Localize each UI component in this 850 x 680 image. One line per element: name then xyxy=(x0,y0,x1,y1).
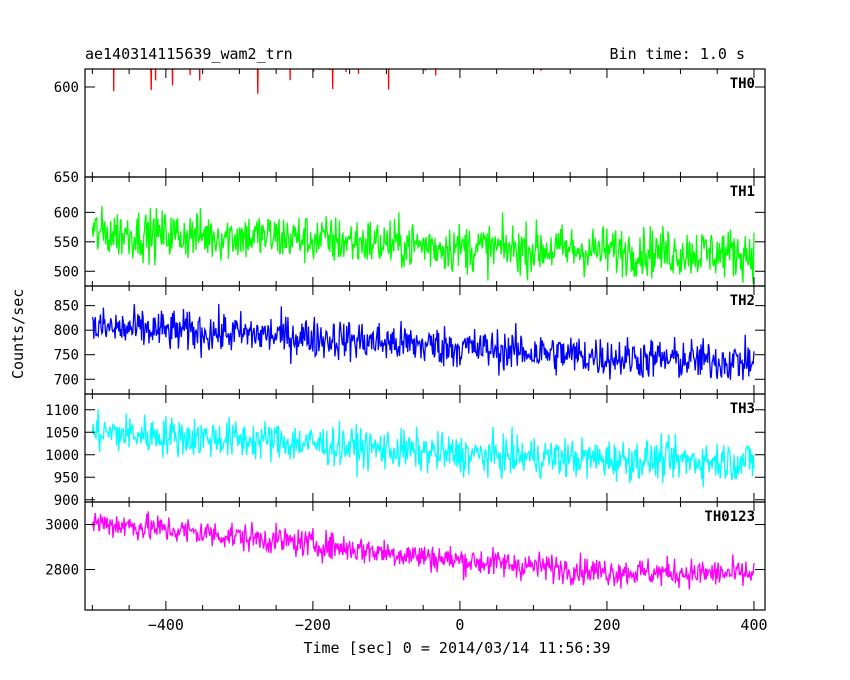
panel-label-th0: TH0 xyxy=(730,76,755,92)
series-line-th2 xyxy=(91,303,755,381)
y-axis-label: Counts/sec xyxy=(9,288,27,379)
x-tick-label: 200 xyxy=(593,616,620,634)
panel-frame-th2 xyxy=(84,285,766,395)
y-tick-label: 850 xyxy=(54,299,79,315)
y-tick-label: 750 xyxy=(54,348,79,364)
y-tick-label: 700 xyxy=(54,372,79,388)
x-axis-label: Time [sec] 0 = 2014/03/14 11:56:39 xyxy=(303,639,611,657)
panel-label-th2: TH2 xyxy=(730,293,755,309)
series-line-th1 xyxy=(91,205,755,284)
series-line-th3 xyxy=(91,409,755,488)
panel-label-th3: TH3 xyxy=(730,401,755,417)
y-tick-label: 550 xyxy=(54,235,79,251)
plot-title-left: ae140314115639_wam2_trn xyxy=(85,45,293,63)
x-tick-label: 0 xyxy=(455,616,464,634)
y-tick-label: 600 xyxy=(54,205,79,221)
panel-label-th0123: TH0123 xyxy=(704,509,755,525)
x-tick-label: −200 xyxy=(295,616,331,634)
y-tick-label: 650 xyxy=(54,170,79,186)
y-tick-label: 950 xyxy=(54,470,79,486)
x-tick-label: 400 xyxy=(740,616,767,634)
y-tick-label: 900 xyxy=(54,493,79,509)
y-tick-label: 2800 xyxy=(45,563,79,579)
y-tick-label: 3000 xyxy=(45,518,79,534)
panel-label-th1: TH1 xyxy=(730,184,755,200)
panel-frame-th0 xyxy=(84,68,766,178)
x-tick-label: −400 xyxy=(148,616,184,634)
y-tick-label: 600 xyxy=(54,80,79,96)
panel-frame-th0123 xyxy=(84,501,766,611)
y-tick-label: 800 xyxy=(54,323,79,339)
y-tick-label: 1100 xyxy=(45,403,79,419)
plot-title-right: Bin time: 1.0 s xyxy=(609,45,745,63)
y-tick-label: 1050 xyxy=(45,425,79,441)
y-tick-label: 500 xyxy=(54,264,79,280)
y-tick-label: 1000 xyxy=(45,448,79,464)
series-line-th0123 xyxy=(91,511,755,590)
